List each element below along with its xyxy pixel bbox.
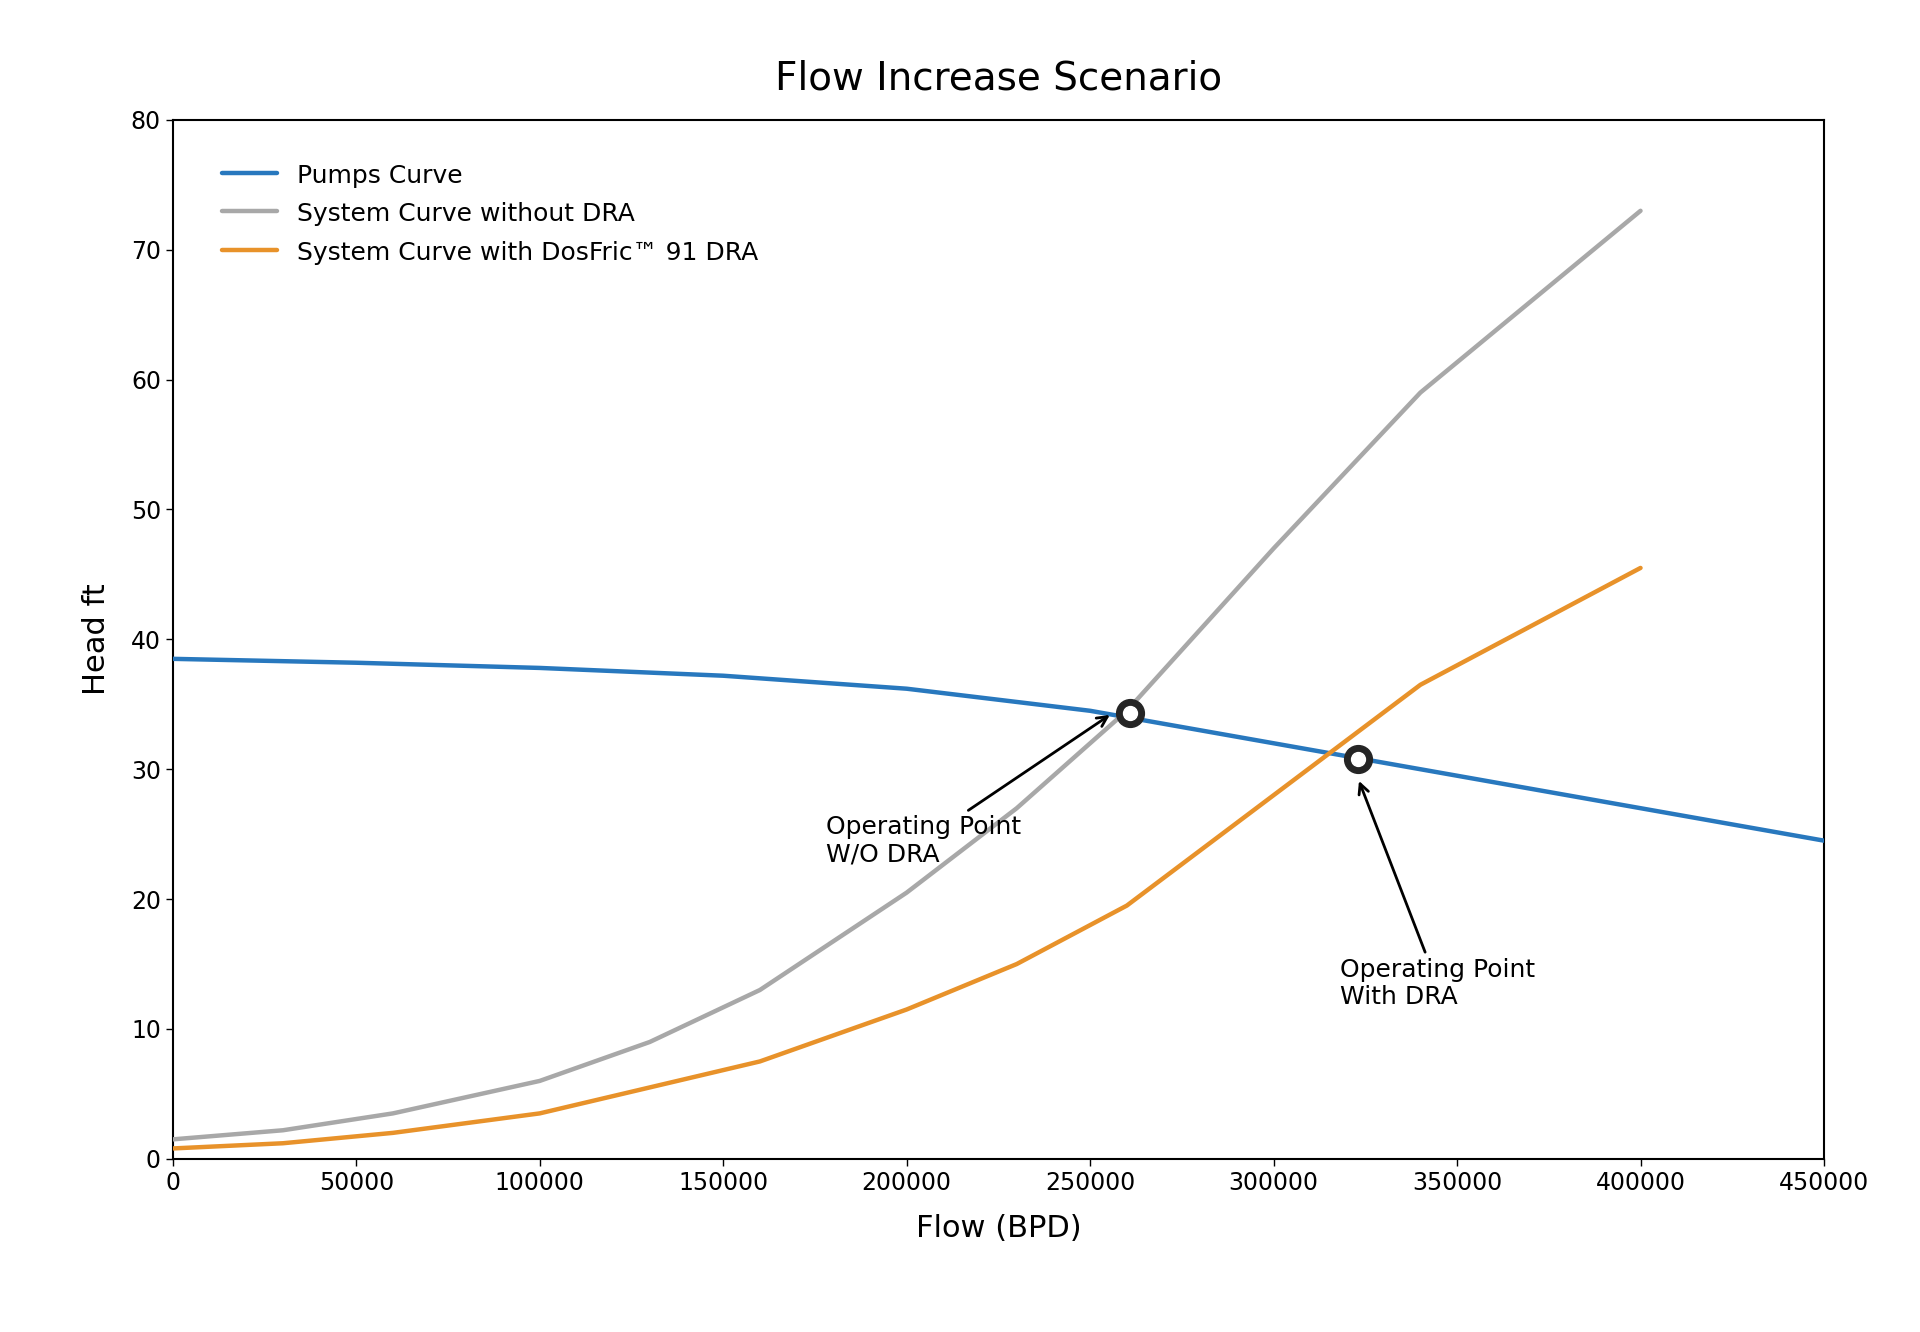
System Curve without DRA	[271, 1123, 294, 1139]
Pumps Curve	[895, 681, 918, 697]
System Curve with DosFric™ 91 DRA	[895, 1002, 918, 1018]
System Curve without DRA	[895, 884, 918, 900]
Text: Operating Point
W/O DRA: Operating Point W/O DRA	[826, 717, 1108, 867]
System Curve with DosFric™ 91 DRA	[749, 1054, 772, 1070]
Legend: Pumps Curve, System Curve without DRA, System Curve with DosFric™ 91 DRA: Pumps Curve, System Curve without DRA, S…	[202, 143, 778, 285]
Pumps Curve	[1446, 767, 1469, 783]
Pumps Curve	[528, 659, 551, 675]
Pumps Curve	[161, 651, 184, 667]
System Curve with DosFric™ 91 DRA	[528, 1106, 551, 1122]
System Curve without DRA	[1409, 385, 1432, 401]
Pumps Curve	[712, 667, 735, 683]
System Curve without DRA	[161, 1131, 184, 1147]
System Curve without DRA	[382, 1106, 405, 1122]
System Curve with DosFric™ 91 DRA	[161, 1140, 184, 1156]
System Curve with DosFric™ 91 DRA	[637, 1079, 660, 1095]
Pumps Curve	[1628, 801, 1651, 817]
System Curve with DosFric™ 91 DRA	[1116, 898, 1139, 914]
System Curve without DRA	[1261, 541, 1284, 557]
Pumps Curve	[1812, 832, 1836, 848]
System Curve with DosFric™ 91 DRA	[271, 1135, 294, 1151]
Pumps Curve	[1079, 703, 1102, 719]
System Curve with DosFric™ 91 DRA	[1006, 956, 1029, 972]
System Curve without DRA	[528, 1074, 551, 1090]
System Curve with DosFric™ 91 DRA	[1628, 559, 1651, 575]
System Curve without DRA	[1006, 801, 1029, 817]
Pumps Curve	[346, 655, 369, 671]
System Curve without DRA	[749, 982, 772, 998]
X-axis label: Flow (BPD): Flow (BPD)	[916, 1213, 1081, 1243]
Line: Pumps Curve: Pumps Curve	[173, 659, 1824, 840]
System Curve with DosFric™ 91 DRA	[382, 1124, 405, 1140]
Title: Flow Increase Scenario: Flow Increase Scenario	[776, 60, 1221, 97]
Pumps Curve	[1261, 735, 1284, 751]
System Curve with DosFric™ 91 DRA	[1261, 787, 1284, 803]
System Curve without DRA	[1628, 202, 1651, 218]
System Curve without DRA	[1519, 293, 1542, 309]
Y-axis label: Head ft: Head ft	[83, 583, 111, 695]
Text: Operating Point
With DRA: Operating Point With DRA	[1340, 783, 1534, 1010]
System Curve without DRA	[1116, 703, 1139, 719]
System Curve with DosFric™ 91 DRA	[1519, 618, 1542, 634]
Line: System Curve with DosFric™ 91 DRA: System Curve with DosFric™ 91 DRA	[173, 567, 1640, 1148]
Line: System Curve without DRA: System Curve without DRA	[173, 210, 1640, 1139]
System Curve with DosFric™ 91 DRA	[1409, 677, 1432, 693]
System Curve without DRA	[637, 1034, 660, 1050]
